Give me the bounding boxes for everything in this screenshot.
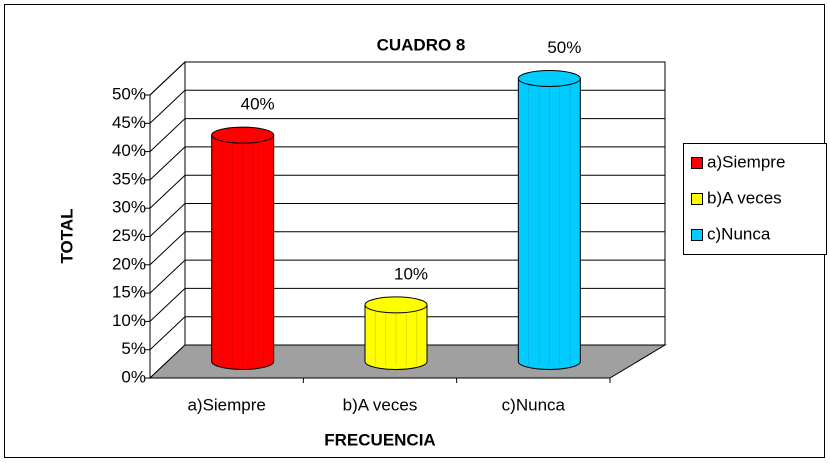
legend-swatch — [691, 157, 703, 169]
grid-line — [149, 316, 665, 351]
y-tick-label: 20% — [112, 254, 146, 273]
y-tick-label: 35% — [112, 169, 146, 188]
y-tick-label: 5% — [121, 339, 146, 358]
data-label: 40% — [241, 95, 275, 114]
y-tick-label: 40% — [112, 141, 146, 160]
x-axis-label: FRECUENCIA — [324, 430, 435, 449]
legend-swatch — [691, 229, 703, 241]
grid-line — [149, 61, 665, 96]
data-label: 50% — [547, 38, 581, 57]
legend-label: c)Nunca — [707, 224, 771, 243]
y-tick-label: 0% — [121, 367, 146, 386]
grid-line — [149, 118, 665, 152]
x-tick-label: b)A veces — [343, 395, 418, 414]
data-label: 10% — [394, 264, 428, 283]
bar — [364, 304, 428, 370]
y-axis-label: TOTAL — [57, 208, 76, 263]
x-tick-label: c)Nunca — [502, 395, 566, 414]
grid-line — [149, 231, 665, 266]
bar — [211, 134, 275, 370]
bar — [517, 78, 581, 370]
y-tick-label: 25% — [112, 226, 146, 245]
y-tick-label: 15% — [112, 283, 146, 302]
legend-label: b)A veces — [707, 188, 782, 207]
grid-line — [149, 287, 665, 322]
y-tick-label: 30% — [112, 198, 146, 217]
legend-label: a)Siempre — [707, 152, 785, 171]
grid-line — [149, 89, 665, 124]
x-tick-label: a)Siempre — [187, 395, 265, 414]
grid-line — [149, 174, 665, 209]
y-tick-label: 45% — [112, 113, 146, 132]
legend — [683, 143, 827, 255]
y-tick-label: 50% — [112, 84, 146, 103]
chart-title: CUADRO 8 — [377, 35, 466, 54]
bar-top — [517, 70, 581, 87]
y-tick-label: 10% — [112, 311, 146, 330]
bar-top — [211, 126, 275, 144]
legend-swatch — [691, 193, 703, 205]
grid-line — [149, 203, 665, 237]
grid-line — [149, 259, 665, 294]
grid-line — [149, 146, 665, 181]
bar-top — [364, 296, 428, 314]
